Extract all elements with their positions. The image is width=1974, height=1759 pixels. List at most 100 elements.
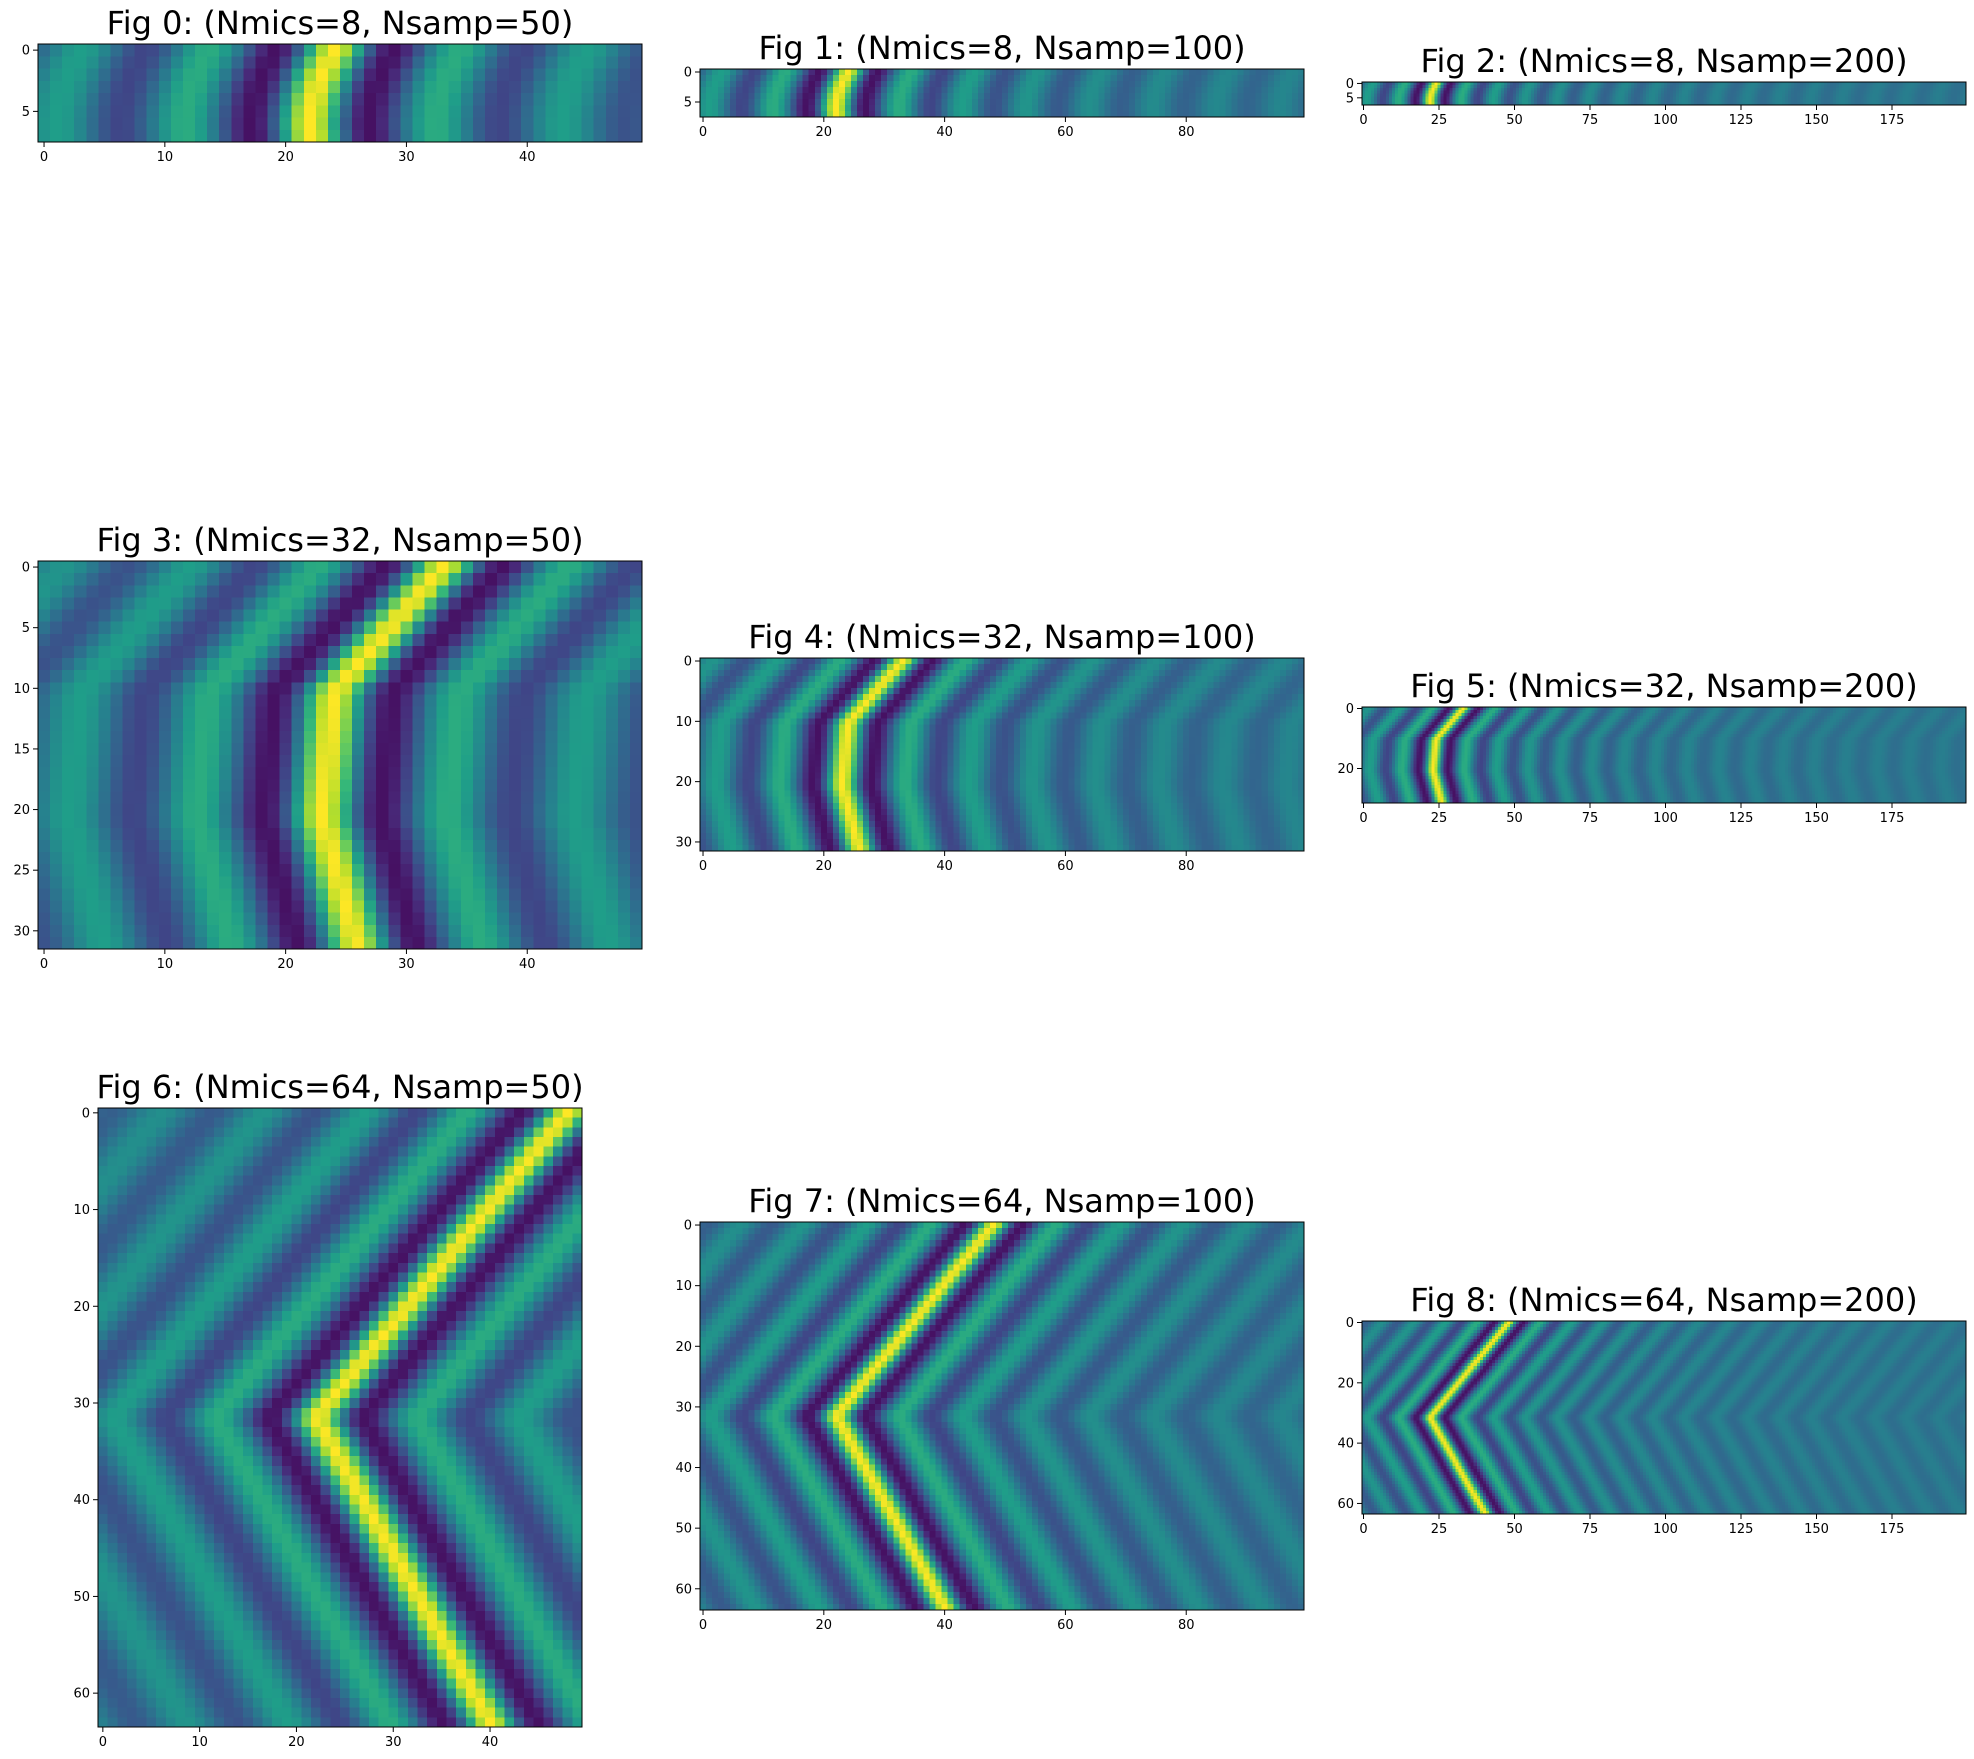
- x-tick-label: 0: [40, 150, 48, 165]
- x-tick-label: 20: [277, 150, 294, 165]
- x-tick-label: 50: [1506, 811, 1523, 826]
- x-tick-label: 40: [936, 859, 953, 874]
- y-tick-label: 20: [675, 775, 692, 790]
- x-tick-label: 40: [519, 150, 536, 165]
- x-tick-label: 10: [157, 957, 174, 972]
- y-tick-label: 0: [1346, 1316, 1354, 1331]
- y-tick-label: 40: [1337, 1437, 1354, 1452]
- heatmap-image: [700, 658, 1304, 851]
- x-tick-label: 40: [519, 957, 536, 972]
- x-tick-label: 0: [40, 957, 48, 972]
- x-tick-label: 0: [99, 1735, 107, 1750]
- plot-frame: [1361, 1320, 1967, 1515]
- y-tick-label: 5: [22, 105, 30, 120]
- x-tick-label: 10: [191, 1735, 208, 1750]
- x-tick-label: 150: [1804, 811, 1829, 826]
- plot-frame: [699, 68, 1305, 118]
- x-tick-label: 40: [936, 1618, 953, 1633]
- y-tick-label: 0: [1346, 77, 1354, 92]
- y-tick-label: 0: [82, 1106, 90, 1121]
- y-tick-label: 0: [1346, 702, 1354, 717]
- y-tick-label: 25: [13, 864, 30, 879]
- x-tick-label: 75: [1582, 113, 1599, 128]
- x-tick-label: 50: [1506, 1522, 1523, 1537]
- x-tick-label: 0: [1359, 1522, 1367, 1537]
- heatmap-image: [1362, 1321, 1966, 1514]
- x-tick-label: 30: [385, 1735, 402, 1750]
- x-tick-label: 0: [699, 125, 707, 140]
- y-tick-label: 30: [13, 924, 30, 939]
- panel-6: Fig 6: (Nmics=64, Nsamp=50) 0 10 20 30 40 0 10 2…: [73, 1068, 583, 1750]
- y-tick-label: 0: [22, 44, 30, 59]
- y-tick-label: 20: [13, 803, 30, 818]
- plot-frame: [1361, 706, 1967, 804]
- plot-frame: [97, 1107, 583, 1728]
- panel-title: Fig 0: (Nmics=8, Nsamp=50): [107, 4, 574, 42]
- x-tick-label: 80: [1178, 125, 1195, 140]
- panel-7: Fig 7: (Nmics=64, Nsamp=100) 0 20 40 60 80 0 10…: [675, 1182, 1305, 1633]
- y-tick-label: 60: [73, 1687, 90, 1702]
- panel-title: Fig 1: (Nmics=8, Nsamp=100): [758, 29, 1245, 67]
- x-tick-label: 30: [398, 150, 415, 165]
- heatmap-image: [1362, 82, 1966, 105]
- x-tick-label: 25: [1431, 1522, 1448, 1537]
- y-tick-label: 5: [684, 96, 692, 111]
- x-tick-label: 25: [1431, 113, 1448, 128]
- panel-title: Fig 5: (Nmics=32, Nsamp=200): [1410, 667, 1917, 705]
- y-tick-label: 40: [73, 1493, 90, 1508]
- x-tick-label: 60: [1057, 1618, 1074, 1633]
- panel-8: Fig 8: (Nmics=64, Nsamp=200) 0 25 50 75 100 12…: [1337, 1281, 1967, 1537]
- y-tick-label: 20: [675, 1340, 692, 1355]
- x-tick-label: 60: [1057, 125, 1074, 140]
- y-tick-label: 30: [675, 835, 692, 850]
- x-tick-label: 75: [1582, 811, 1599, 826]
- plot-frame: [1361, 81, 1967, 106]
- x-tick-label: 125: [1729, 113, 1754, 128]
- plot-frame: [699, 657, 1305, 852]
- y-tick-label: 40: [675, 1461, 692, 1476]
- y-tick-label: 50: [73, 1590, 90, 1605]
- x-tick-label: 40: [936, 125, 953, 140]
- y-tick-label: 20: [1337, 1376, 1354, 1391]
- x-tick-label: 75: [1582, 1522, 1599, 1537]
- panel-title: Fig 4: (Nmics=32, Nsamp=100): [748, 618, 1255, 656]
- x-tick-label: 0: [699, 1618, 707, 1633]
- x-tick-label: 125: [1729, 1522, 1754, 1537]
- y-tick-label: 60: [675, 1582, 692, 1597]
- y-tick-label: 0: [684, 1219, 692, 1234]
- x-tick-label: 50: [1506, 113, 1523, 128]
- x-tick-label: 100: [1653, 811, 1678, 826]
- panel-title: Fig 6: (Nmics=64, Nsamp=50): [96, 1068, 583, 1106]
- x-tick-label: 10: [157, 150, 174, 165]
- panel-2: Fig 2: (Nmics=8, Nsamp=200) 0 25 50 75 100 125…: [1346, 42, 1967, 128]
- y-tick-label: 10: [73, 1203, 90, 1218]
- x-tick-label: 80: [1178, 859, 1195, 874]
- heatmap-image: [38, 561, 642, 949]
- x-tick-label: 125: [1729, 811, 1754, 826]
- y-tick-label: 0: [684, 66, 692, 81]
- plot-frame: [37, 43, 643, 143]
- panel-4: Fig 4: (Nmics=32, Nsamp=100) 0 20 40 60 80 0 10…: [675, 618, 1305, 874]
- x-tick-label: 20: [816, 125, 833, 140]
- x-tick-label: 60: [1057, 859, 1074, 874]
- y-tick-label: 50: [675, 1522, 692, 1537]
- x-tick-label: 20: [288, 1735, 305, 1750]
- x-tick-label: 150: [1804, 1522, 1829, 1537]
- x-tick-label: 150: [1804, 113, 1829, 128]
- y-tick-label: 5: [22, 621, 30, 636]
- y-tick-label: 0: [684, 655, 692, 670]
- x-tick-label: 25: [1431, 811, 1448, 826]
- y-tick-label: 60: [1337, 1497, 1354, 1512]
- heatmap-image: [38, 44, 642, 142]
- y-tick-label: 0: [22, 561, 30, 576]
- y-tick-label: 15: [13, 742, 30, 757]
- panel-3: Fig 3: (Nmics=32, Nsamp=50) 0 10 20 30 40 0 5 10…: [13, 521, 643, 972]
- x-tick-label: 20: [816, 1618, 833, 1633]
- heatmap-image: [1362, 707, 1966, 803]
- y-tick-label: 20: [73, 1300, 90, 1315]
- heatmap-image: [98, 1108, 582, 1727]
- plot-frame: [699, 1221, 1305, 1611]
- heatmap-image: [700, 69, 1304, 117]
